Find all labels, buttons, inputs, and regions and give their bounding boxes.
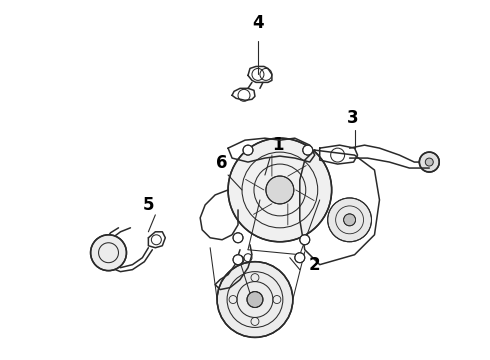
Circle shape bbox=[300, 235, 310, 245]
Circle shape bbox=[91, 235, 126, 271]
Circle shape bbox=[247, 292, 263, 307]
Circle shape bbox=[266, 176, 294, 204]
Circle shape bbox=[228, 138, 332, 242]
Circle shape bbox=[328, 198, 371, 242]
Text: 4: 4 bbox=[252, 14, 264, 32]
Text: 6: 6 bbox=[217, 154, 228, 172]
Circle shape bbox=[425, 158, 433, 166]
Circle shape bbox=[419, 152, 439, 172]
Circle shape bbox=[233, 233, 243, 243]
Circle shape bbox=[233, 255, 243, 265]
Circle shape bbox=[343, 214, 356, 226]
Text: 1: 1 bbox=[272, 136, 284, 154]
Circle shape bbox=[295, 253, 305, 263]
Circle shape bbox=[217, 262, 293, 337]
Text: 5: 5 bbox=[143, 196, 154, 214]
Text: 3: 3 bbox=[347, 109, 358, 127]
Circle shape bbox=[303, 145, 313, 155]
Text: 2: 2 bbox=[309, 256, 320, 274]
Circle shape bbox=[243, 145, 253, 155]
